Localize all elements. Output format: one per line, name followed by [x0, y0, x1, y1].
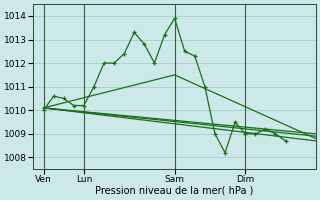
X-axis label: Pression niveau de la mer( hPa ): Pression niveau de la mer( hPa ) — [95, 186, 254, 196]
